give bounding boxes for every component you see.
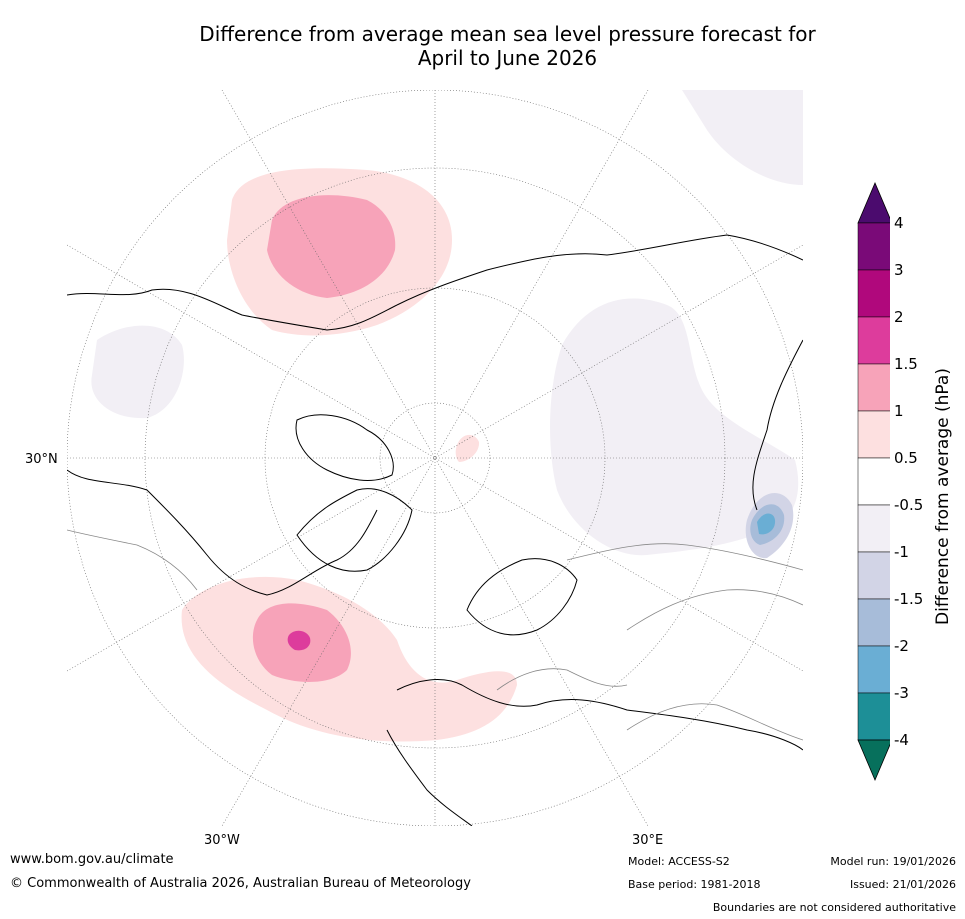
footer-base-period: Base period: 1981-2018 — [628, 878, 761, 891]
lon-label-30e: 30°E — [632, 833, 664, 848]
anomaly-pale-west-pacific — [91, 325, 184, 419]
title-line-1: Difference from average mean sea level p… — [199, 22, 816, 46]
colorbar-title: Difference from average (hPa) — [933, 368, 953, 625]
colorbar-tick-label: -4 — [894, 731, 909, 749]
boundary-usa-canada — [67, 529, 198, 591]
colorbar-tick-label: 2 — [894, 308, 904, 326]
meridian-30w — [221, 90, 649, 826]
anomaly-pale-eurasia — [550, 298, 799, 556]
anomaly-teal-central-asia — [757, 513, 776, 535]
colorbar-tick-label: 1.5 — [894, 355, 918, 373]
colorbar-tick-label: 4 — [894, 214, 904, 232]
anomaly-pink-pacific-inner — [267, 195, 396, 298]
coastlines — [67, 234, 803, 826]
coastline-north-america-west — [67, 288, 398, 331]
lat-label-30n: 30°N — [25, 452, 58, 467]
colorbar-band — [857, 692, 890, 741]
anomaly-magenta-atlantic-core — [287, 630, 311, 651]
coastline-europe — [396, 679, 803, 751]
footer-model-run: Model run: 19/01/2026 — [830, 855, 956, 868]
footer-copyright: © Commonwealth of Australia 2026, Austra… — [10, 876, 471, 891]
colorbar-tick-label: -3 — [894, 684, 909, 702]
map-svg — [67, 90, 803, 826]
meridian-60e — [67, 244, 803, 672]
boundary-middle-east — [626, 703, 803, 741]
coastline-east-asia — [752, 339, 803, 511]
colorbar-band — [857, 363, 890, 412]
graticule — [67, 90, 803, 826]
colorbar-band — [857, 316, 890, 365]
colorbar-svg — [857, 181, 890, 782]
colorbar-band — [857, 504, 890, 553]
colorbar-band — [857, 598, 890, 647]
anomaly-pale-top-right — [682, 90, 803, 185]
title-line-2: April to June 2026 — [417, 46, 598, 70]
colorbar-bands — [857, 222, 890, 741]
colorbar-tick-label: -1.5 — [894, 590, 924, 608]
coastline-canadian-archipelago — [295, 414, 394, 481]
anomaly-pink-arctic-small — [455, 434, 480, 462]
colorbar: 4 3 2 1.5 1 0.5 -0.5 -1 -1.5 -2 -3 -4 — [850, 180, 960, 785]
coastline-alaska-canada — [67, 469, 378, 596]
meridian-60w — [67, 244, 803, 672]
colorbar-tick-label: -2 — [894, 637, 909, 655]
colorbar-arrow-bottom — [857, 739, 890, 782]
boundary-russia-south — [566, 543, 803, 571]
colorbar-band — [857, 410, 890, 459]
footer-website[interactable]: www.bom.gov.au/climate — [10, 852, 174, 867]
colorbar-band — [857, 457, 890, 506]
colorbar-tick-label: -1 — [894, 543, 909, 561]
polar-map — [67, 90, 803, 826]
lon-label-30w: 30°W — [204, 833, 240, 848]
coastline-iberia-africa — [386, 729, 473, 826]
colorbar-band — [857, 222, 890, 271]
footer-model: Model: ACCESS-S2 — [628, 855, 730, 868]
colorbar-tick-label: -0.5 — [894, 496, 924, 514]
colorbar-band — [857, 551, 890, 600]
colorbar-arrow-top — [857, 181, 890, 224]
coastline-scandinavia — [466, 558, 578, 636]
colorbar-band — [857, 269, 890, 318]
boundaries — [67, 529, 803, 741]
footer-issued: Issued: 21/01/2026 — [849, 878, 956, 891]
colorbar-tick-label: 0.5 — [894, 449, 918, 467]
meridian-30e — [221, 90, 649, 826]
chart-title: Difference from average mean sea level p… — [0, 22, 965, 70]
footer-disclaimer: Boundaries are not considered authoritat… — [712, 901, 956, 914]
colorbar-band — [857, 645, 890, 694]
colorbar-tick-label: 3 — [894, 261, 904, 279]
anomaly-shading — [91, 90, 803, 742]
coastline-greenland — [296, 488, 413, 572]
boundary-europe — [496, 668, 628, 691]
boundary-central-asia — [626, 589, 803, 631]
coastline-siberia — [396, 234, 803, 306]
colorbar-tick-label: 1 — [894, 402, 904, 420]
